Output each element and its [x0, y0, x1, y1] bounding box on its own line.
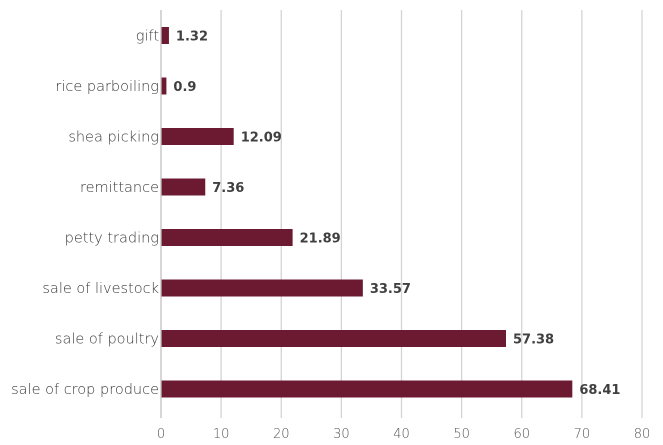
bar-sale-of-livestock[interactable] [161, 279, 363, 297]
x-tick-label: 50 [453, 427, 470, 442]
x-tick-label: 0 [157, 427, 165, 442]
bar-petty-trading[interactable] [161, 229, 293, 246]
data-label: 7.36 [212, 181, 244, 196]
x-tick-label: 20 [273, 427, 290, 442]
data-label: 33.57 [370, 282, 411, 297]
data-labels: 1.32 0.9 12.09 7.36 21.89 33.57 57.38 68.41 [173, 30, 620, 399]
x-tick-label: 70 [574, 427, 591, 442]
bar-sale-of-poultry[interactable] [161, 330, 506, 347]
bar-shea-picking[interactable] [161, 128, 234, 145]
category-label: rice parboiling [55, 79, 159, 95]
gridlines [220, 10, 643, 418]
category-label: sale of poultry [55, 332, 159, 348]
category-label: shea picking [68, 130, 159, 146]
category-label: gift [136, 29, 160, 45]
x-tick-label: 40 [393, 427, 410, 442]
x-tick-labels: 0 10 20 30 40 50 60 70 80 [157, 427, 650, 442]
category-label: remittance [80, 180, 159, 196]
data-label: 21.89 [300, 232, 341, 247]
data-label: 57.38 [513, 333, 554, 348]
x-tick-label: 10 [213, 427, 230, 442]
data-label: 12.09 [241, 131, 282, 146]
data-label: 0.9 [173, 80, 196, 95]
bar-sale-of-crop-produce[interactable] [161, 380, 573, 398]
bar-remittance[interactable] [161, 178, 206, 196]
x-tick-label: 80 [634, 427, 651, 442]
bar-gift[interactable] [161, 27, 169, 44]
category-label: sale of livestock [42, 281, 159, 297]
category-label: sale of crop produce [11, 382, 159, 398]
category-labels: gift rice parboiling shea picking remittanc… [11, 29, 159, 399]
x-tick-label: 30 [333, 427, 350, 442]
bars [161, 27, 573, 398]
data-label: 1.32 [176, 30, 208, 45]
category-label: petty trading [65, 231, 159, 247]
x-tick-label: 60 [513, 427, 530, 442]
bar-rice-parboiling[interactable] [161, 77, 167, 95]
data-label: 68.41 [579, 383, 620, 398]
